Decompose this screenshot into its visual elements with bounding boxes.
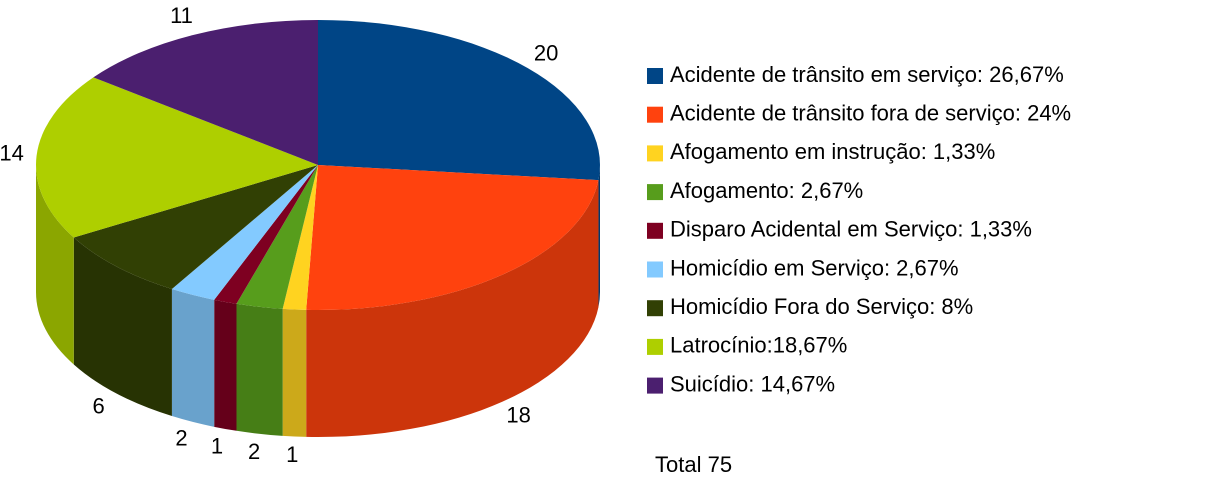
slice <box>93 20 318 165</box>
legend-label: Acidente de trânsito fora de serviço: 24… <box>670 101 1071 126</box>
slice-side <box>282 308 307 437</box>
slice <box>35 77 318 238</box>
legend-label: Afogamento: 2,67% <box>670 178 863 203</box>
legend-label: Latrocínio:18,67% <box>670 333 847 358</box>
data-label: 18 <box>506 403 530 428</box>
total-annotation: Total 75 <box>655 452 732 477</box>
legend-swatch <box>647 300 663 317</box>
legend-swatch <box>647 338 663 355</box>
legend-label: Disparo Acidental em Serviço: 1,33% <box>670 217 1032 242</box>
slice-side <box>214 299 237 431</box>
slice <box>318 20 600 181</box>
data-label: 11 <box>170 3 193 28</box>
data-label: 2 <box>175 426 187 451</box>
legend-swatch <box>647 68 663 84</box>
legend-swatch <box>647 106 663 123</box>
slice <box>73 165 318 290</box>
slice-side <box>598 165 600 308</box>
slice-side <box>306 180 599 438</box>
legend-label: Acidente de trânsito em serviço: 26,67% <box>670 62 1064 87</box>
slice <box>214 165 318 304</box>
legend-swatch <box>647 184 663 201</box>
data-label: 1 <box>211 434 223 459</box>
slice-side <box>171 289 215 427</box>
legend-swatch <box>647 222 663 239</box>
legend-label: Afogamento em instrução: 1,33% <box>670 139 995 164</box>
data-label: 20 <box>534 40 558 65</box>
legend-label: Homicídio em Serviço: 2,67% <box>670 255 959 280</box>
slice <box>171 165 318 300</box>
slice <box>282 165 318 310</box>
slice <box>306 165 599 310</box>
legend-swatch <box>647 261 663 278</box>
slice <box>236 165 318 309</box>
slice-side <box>73 237 172 417</box>
legend-label: Homicídio Fora do Serviço: 8% <box>670 294 973 319</box>
data-label: 14 <box>0 140 24 165</box>
legend-swatch <box>647 145 663 162</box>
slice-side <box>36 165 74 365</box>
legend-swatch <box>647 377 663 394</box>
legend: Acidente de trânsito em serviço: 26,67% A… <box>647 62 1071 396</box>
data-label: 2 <box>248 439 260 464</box>
data-label: 6 <box>93 393 105 418</box>
slice-side <box>236 303 283 436</box>
data-label: 1 <box>286 442 298 467</box>
legend-label: Suicídio: 14,67% <box>670 371 835 396</box>
